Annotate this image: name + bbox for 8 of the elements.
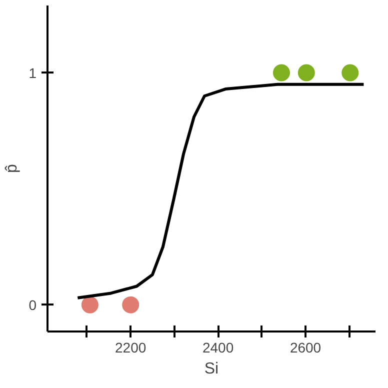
x-axis-title: Si [204,360,219,378]
y-tick-label: 1 [28,64,37,81]
x-tick-label: 2400 [202,340,234,356]
x-tick-label: 2600 [290,340,322,356]
line-series [76,82,366,300]
y-axis-title: p̂ [4,164,21,173]
y-tick-label: 0 [28,296,37,313]
x-tick-label: 2200 [115,340,146,356]
